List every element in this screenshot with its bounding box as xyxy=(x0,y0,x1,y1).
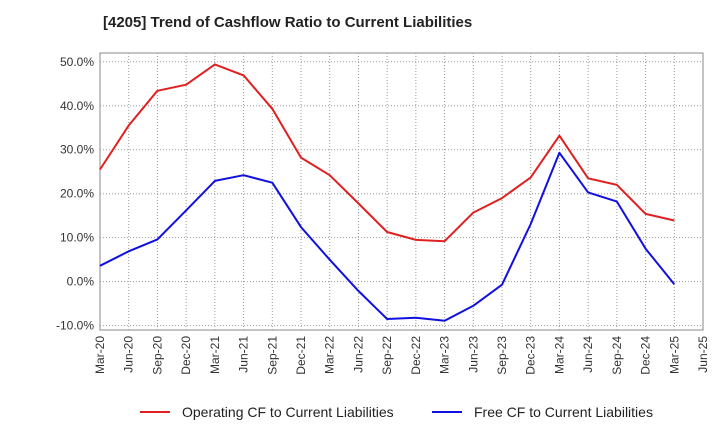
y-tick-label: 50.0% xyxy=(60,55,94,69)
x-tick-label: Dec-20 xyxy=(179,336,193,375)
x-tick-label: Mar-23 xyxy=(438,336,452,374)
y-tick-label: 40.0% xyxy=(60,99,94,113)
legend-label-free-cf: Free CF to Current Liabilities xyxy=(474,404,653,420)
x-tick-label: Mar-22 xyxy=(323,336,337,374)
x-tick-label: Jun-25 xyxy=(696,336,710,373)
x-tick-label: Jun-22 xyxy=(351,336,365,373)
x-tick-label: Dec-21 xyxy=(294,336,308,375)
legend-item-operating-cf: Operating CF to Current Liabilities xyxy=(140,404,394,420)
legend-label-operating-cf: Operating CF to Current Liabilities xyxy=(182,404,394,420)
legend-swatch-operating-cf xyxy=(140,411,170,413)
x-tick-label: Sep-22 xyxy=(380,336,394,375)
x-tick-label: Mar-25 xyxy=(667,336,681,374)
x-tick-label: Sep-20 xyxy=(150,336,164,375)
x-tick-label: Jun-21 xyxy=(237,336,251,373)
x-tick-label: Mar-20 xyxy=(93,336,107,374)
x-tick-label: Jun-20 xyxy=(122,336,136,373)
x-tick-label: Dec-23 xyxy=(524,336,538,375)
chart-title: [4205] Trend of Cashflow Ratio to Curren… xyxy=(103,14,473,31)
series-line-operating-cf xyxy=(99,63,675,243)
x-tick-label: Mar-21 xyxy=(208,336,222,374)
x-tick-label: Sep-23 xyxy=(495,336,509,375)
x-tick-label: Dec-22 xyxy=(409,336,423,375)
x-tick-label: Sep-24 xyxy=(610,336,624,375)
x-tick-label: Dec-24 xyxy=(639,336,653,375)
y-tick-label: 20.0% xyxy=(60,187,94,201)
x-tick-label: Jun-24 xyxy=(581,336,595,373)
y-tick-label: 30.0% xyxy=(60,143,94,157)
legend-item-free-cf: Free CF to Current Liabilities xyxy=(432,404,653,420)
y-tick-label: -10.0% xyxy=(56,319,94,333)
legend-swatch-free-cf xyxy=(432,411,462,413)
x-tick-label: Mar-24 xyxy=(552,336,566,374)
y-tick-label: 10.0% xyxy=(60,231,94,245)
plot-area xyxy=(99,52,704,331)
x-tick-label: Sep-21 xyxy=(265,336,279,375)
y-tick-label: 0.0% xyxy=(67,275,95,289)
series-line-free-cf xyxy=(99,151,676,322)
x-tick-label: Jun-23 xyxy=(466,336,480,373)
